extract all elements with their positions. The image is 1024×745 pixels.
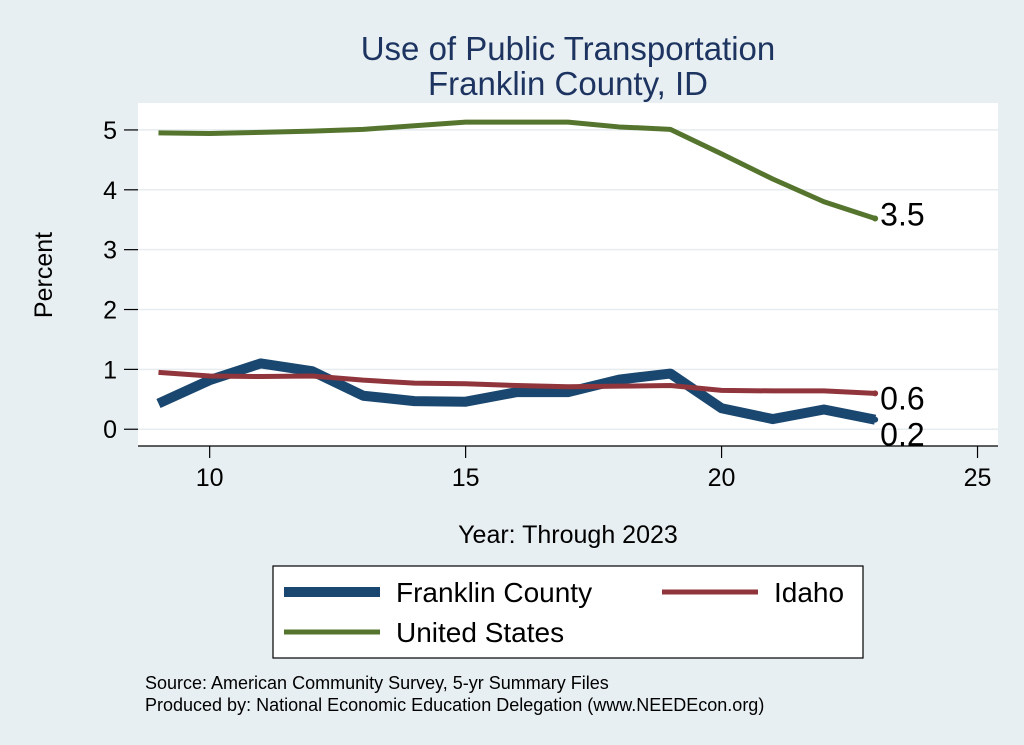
end-value-label: 0.2 bbox=[880, 417, 924, 453]
y-axis-ticks: 0 1 2 3 4 5 bbox=[103, 117, 138, 444]
x-tick-label: 25 bbox=[964, 464, 992, 492]
series-line-franklin-county bbox=[156, 358, 877, 425]
chart-title: Use of Public Transportation Franklin Co… bbox=[361, 30, 776, 102]
x-tick-label: 10 bbox=[196, 464, 224, 492]
y-tick-label: 0 bbox=[103, 416, 117, 444]
x-axis-title: Year: Through 2023 bbox=[458, 521, 678, 549]
producer-line: Produced by: National Economic Education… bbox=[145, 695, 764, 715]
y-tick-label: 3 bbox=[103, 237, 117, 265]
end-point-marker bbox=[872, 416, 879, 423]
legend-items: Franklin County Idaho United States bbox=[284, 577, 844, 648]
legend-box bbox=[272, 565, 864, 659]
legend: Franklin County Idaho United States bbox=[272, 565, 864, 659]
y-tick-label: 5 bbox=[103, 117, 117, 145]
series-lines bbox=[156, 119, 877, 425]
x-tick-label: 20 bbox=[708, 464, 736, 492]
legend-label: Franklin County bbox=[396, 577, 592, 608]
series-line-united-states bbox=[158, 119, 876, 221]
end-point-marker bbox=[872, 390, 879, 397]
series-line-idaho bbox=[158, 369, 876, 396]
y-tick-label: 1 bbox=[103, 356, 117, 384]
x-axis: 10 15 20 25 bbox=[138, 445, 998, 492]
end-point-marker bbox=[872, 215, 879, 222]
chart-title-line-2: Franklin County, ID bbox=[428, 65, 708, 102]
legend-label: United States bbox=[396, 617, 564, 648]
legend-item-united-states: United States bbox=[284, 617, 564, 648]
x-tick-label: 15 bbox=[452, 464, 480, 492]
y-tick-label: 2 bbox=[103, 297, 117, 325]
source-line: Source: American Community Survey, 5-yr … bbox=[145, 673, 609, 693]
y-tick-label: 4 bbox=[103, 177, 117, 205]
end-labels: 0.20.6 3.5 bbox=[872, 197, 925, 453]
legend-item-idaho: Idaho bbox=[662, 577, 844, 608]
end-value-label: 0.6 bbox=[880, 380, 924, 416]
y-axis-title: Percent bbox=[30, 232, 58, 318]
chart-title-line-1: Use of Public Transportation bbox=[361, 30, 776, 67]
end-value-label: 3.5 bbox=[880, 197, 924, 233]
legend-item-franklin-county: Franklin County bbox=[284, 577, 592, 608]
legend-label: Idaho bbox=[774, 577, 844, 608]
